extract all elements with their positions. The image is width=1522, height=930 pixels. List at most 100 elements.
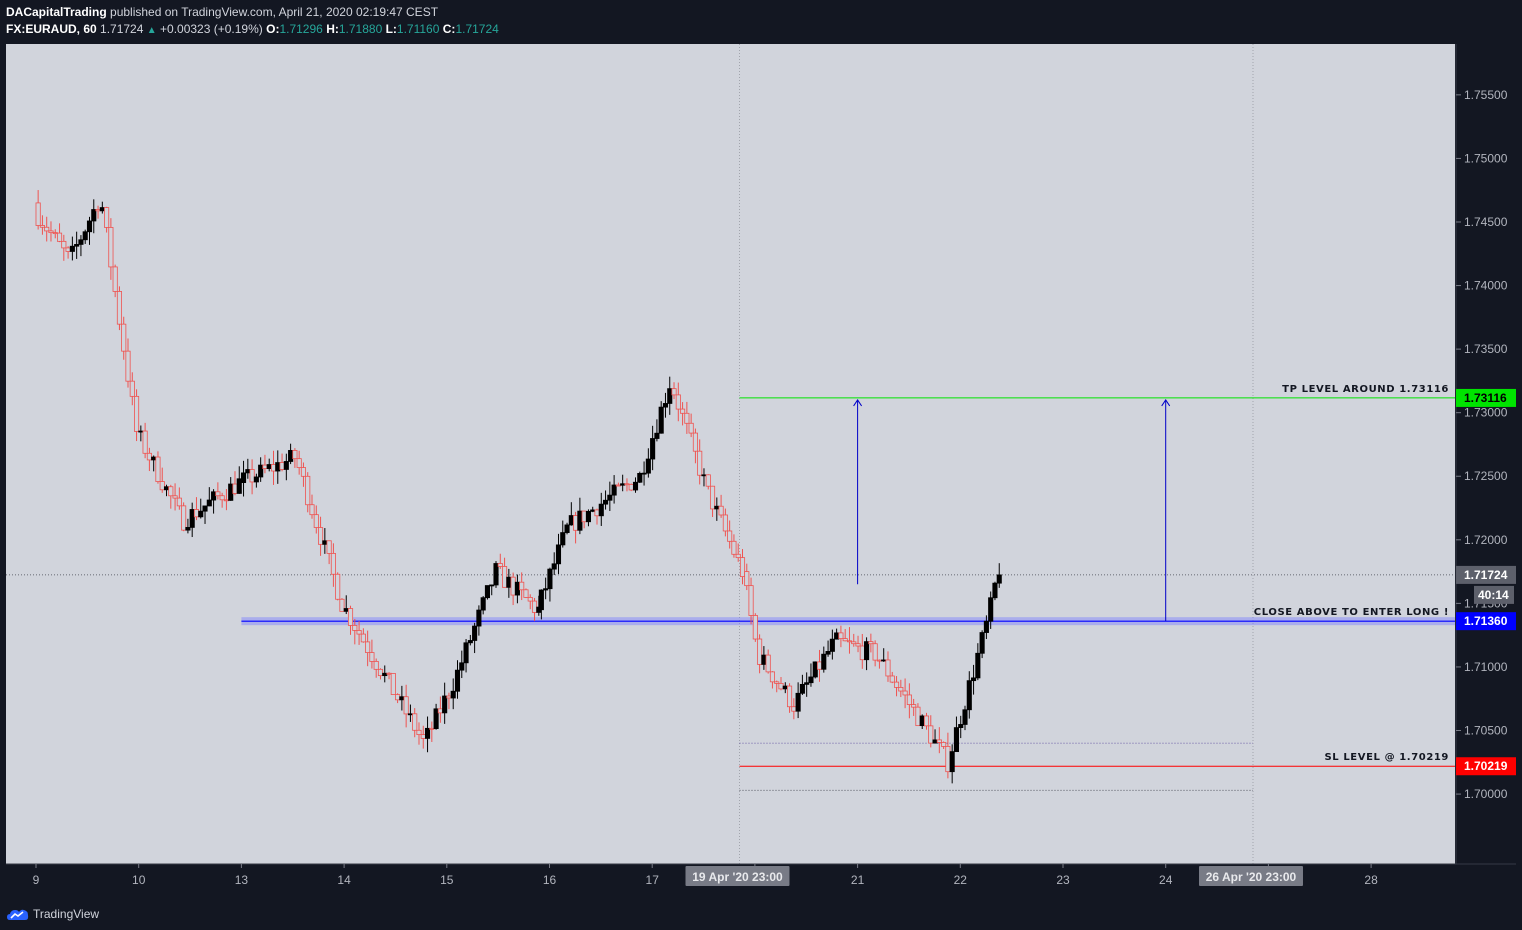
candle-body [146,452,152,461]
candle-body [941,742,947,747]
candle-body [386,672,392,675]
candle-body [223,499,229,502]
tradingview-logo[interactable]: TradingView [7,907,99,921]
price-tick-label: 1.72000 [1464,533,1508,547]
candle-body [275,462,281,472]
candle-body [266,464,272,469]
candle-body [467,640,473,644]
candle-body [958,724,964,729]
candle-body [748,585,754,616]
candle-body [881,659,887,662]
candle-body [928,725,934,744]
candle-body [420,734,426,739]
candle-body [795,692,801,712]
candle-body [442,695,448,714]
candle-body [44,226,50,232]
last-price-badge-label: 1.71724 [1464,568,1508,582]
candle-body [138,430,144,433]
candle-body [176,497,182,507]
date-range-badge [1198,866,1303,886]
tradingview-cloud-icon [7,909,29,920]
candle-body [104,207,110,228]
countdown-label: 40:14 [1478,588,1509,602]
time-tick-label: 23 [1056,873,1070,887]
price-tick-label: 1.72500 [1464,469,1508,483]
arrow-up-icon [853,399,863,407]
price-badges: 1.73116 1.70219 1.71724 40:14 1.71360 [1456,388,1516,776]
candle-body [632,481,639,491]
price-axis[interactable] [1456,44,1516,864]
candle-body [692,432,698,452]
candle-body [416,729,422,735]
price-tick-label: 1.73500 [1464,342,1508,356]
candle-body [399,696,405,701]
candle-body [568,515,574,526]
candle-body [232,483,238,494]
low-value: 1.71160 [396,22,440,36]
candle-body [249,469,255,483]
price-tick-label: 1.70500 [1464,724,1508,738]
candle-body [744,571,750,587]
symbol-label[interactable]: FX:EURAUD, 60 [6,22,97,36]
candle-body [975,652,981,679]
candle-body [433,708,439,729]
target-arrows [853,399,1171,622]
candle-body [662,403,669,408]
candle-body [919,715,925,727]
price-tick-label: 1.74000 [1464,279,1508,293]
candle-body [829,638,835,652]
candle-body [531,600,538,613]
candle-body [142,430,148,454]
candle-body [735,553,741,559]
candle-body [39,225,45,228]
candle-body [163,486,170,491]
candle-body [782,685,788,690]
candle-body [395,694,401,701]
time-tick-label: 15 [440,873,454,887]
candle-body [514,581,520,596]
candle-body [523,589,529,598]
candle-body [480,597,486,611]
publish-info: DACapitalTrading published on TradingVie… [6,5,438,19]
candle-body [808,676,814,684]
candle-body [641,472,647,475]
candle-body [484,585,491,599]
candle-body [842,638,848,642]
candle-body [240,472,247,484]
candle-body [305,475,311,506]
candle-body [283,461,289,470]
candle-body [519,581,525,591]
candle-body [594,509,600,517]
candle-body [450,690,456,699]
candle-body [296,458,302,468]
tradingview-brand: TradingView [33,907,100,921]
candle-body [69,245,75,252]
time-tick-label: 28 [1364,873,1378,887]
high-value: 1.71880 [338,22,383,36]
candle-body [369,652,375,662]
candle-body [424,727,431,739]
candle-body [675,394,681,410]
candle-body [437,708,443,714]
plot-area[interactable] [6,44,1455,864]
candle-body [547,568,553,590]
entry-badge [1456,612,1516,631]
candle-body [722,514,728,532]
open-value: 1.71296 [279,22,323,36]
candle-body [95,209,101,212]
candle-body [463,642,469,664]
high-label: H: [326,22,339,36]
candle-body [168,486,174,497]
candle-body [52,232,58,235]
candle-body [403,696,409,715]
publisher-name[interactable]: DACapitalTrading [6,5,107,19]
candle-body [859,645,865,661]
candle-body [577,510,583,531]
candle-body [228,483,234,501]
candle-body [202,505,208,512]
candle-body [765,654,771,673]
candle-body [778,682,784,690]
candle-body [932,739,938,744]
candle-body [454,669,461,692]
